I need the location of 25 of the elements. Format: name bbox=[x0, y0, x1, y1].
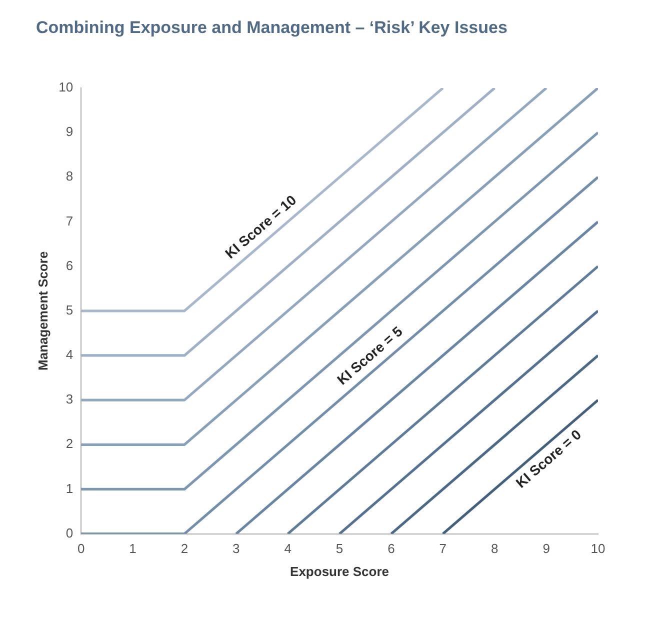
x-tick-label: 0 bbox=[77, 541, 85, 556]
chart-title: Combining Exposure and Management – ‘Risk’ Key Issues bbox=[36, 18, 508, 38]
x-axis-title: Exposure Score bbox=[290, 564, 390, 579]
x-tick-label: 5 bbox=[336, 541, 344, 556]
x-tick-label: 6 bbox=[388, 541, 395, 556]
y-tick-label: 9 bbox=[66, 124, 74, 140]
x-tick-label: 4 bbox=[284, 541, 292, 556]
y-tick-label: 0 bbox=[66, 525, 74, 540]
y-tick-label: 7 bbox=[66, 213, 74, 228]
y-tick-label: 3 bbox=[66, 392, 74, 407]
x-tick-label: 1 bbox=[129, 541, 136, 556]
y-axis-title: Management Score bbox=[35, 251, 50, 370]
y-tick-label: 8 bbox=[66, 168, 74, 184]
x-tick-label: 3 bbox=[232, 541, 240, 556]
x-tick-label: 10 bbox=[590, 541, 606, 556]
y-tick-label: 10 bbox=[58, 80, 74, 95]
y-tick-label: 6 bbox=[66, 258, 74, 273]
x-tick-label: 9 bbox=[542, 541, 550, 556]
x-tick-label: 8 bbox=[490, 541, 498, 556]
y-tick-label: 4 bbox=[66, 347, 74, 362]
y-tick-label: 2 bbox=[66, 436, 74, 452]
x-tick-label: 2 bbox=[180, 541, 188, 556]
x-tick-label: 7 bbox=[439, 541, 447, 556]
y-tick-label: 1 bbox=[66, 480, 74, 496]
y-tick-label: 5 bbox=[66, 302, 74, 318]
